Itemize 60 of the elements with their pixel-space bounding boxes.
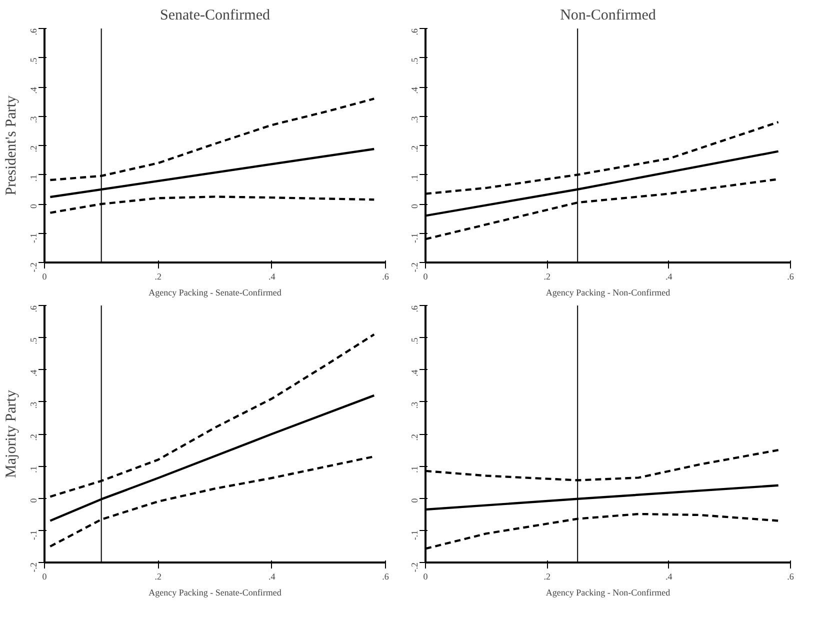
y-tick-label: .5 [410, 337, 420, 344]
y-tick-label: .6 [410, 28, 420, 36]
y-tick-label: .4 [410, 369, 420, 376]
y-tick-label: -.1 [28, 530, 38, 540]
x-tick-label: .2 [154, 272, 162, 282]
x-tick-label: .2 [544, 572, 551, 582]
x-tick-label: .6 [382, 572, 390, 582]
x-tick-label: 0 [423, 572, 428, 582]
x-axis-title: Agency Packing - Non-Confirmed [546, 588, 671, 598]
y-tick-label: .5 [28, 57, 38, 64]
x-tick-label: .4 [665, 572, 673, 582]
y-tick-label: -.1 [410, 233, 420, 243]
chart-title: Non-Confirmed [560, 8, 656, 24]
y-tick-label: .6 [28, 28, 38, 36]
y-tick-label: .6 [410, 305, 420, 312]
y-tick-label: .2 [410, 146, 420, 152]
y-tick-label: .4 [28, 86, 38, 94]
y-tick-label: .1 [28, 466, 38, 473]
y-tick-label: -.2 [410, 262, 420, 272]
x-tick-label: .6 [787, 272, 794, 282]
y-tick-label: -.1 [410, 530, 420, 540]
x-tick-label: 0 [42, 272, 48, 282]
y-tick-label: -.2 [28, 562, 38, 572]
y-tick-label: .3 [410, 116, 420, 123]
y-tick-label: .5 [410, 57, 420, 64]
x-tick-label: 0 [423, 272, 428, 282]
y-tick-label: .1 [410, 174, 420, 182]
x-tick-label: .4 [665, 272, 673, 282]
y-tick-label: .5 [28, 337, 38, 344]
y-tick-label: .6 [28, 305, 38, 312]
y-tick-label: 0 [410, 204, 420, 208]
y-tick-label: -.2 [410, 562, 420, 572]
y-tick-label: .4 [410, 86, 420, 94]
x-tick-label: 0 [42, 572, 48, 582]
x-axis-title: Agency Packing - Senate-Confirmed [148, 288, 282, 298]
y-tick-label: .2 [28, 146, 38, 152]
y-tick-label: .3 [410, 401, 420, 409]
y-tick-label: .3 [28, 401, 38, 409]
y-tick-label: .2 [410, 434, 420, 441]
y-axis-title: President's Party [4, 95, 20, 196]
x-axis-title: Agency Packing - Senate-Confirmed [148, 588, 282, 598]
x-tick-label: .6 [787, 572, 794, 582]
y-tick-label: 0 [28, 498, 38, 503]
x-tick-label: .4 [268, 272, 276, 282]
y-tick-label: 0 [410, 498, 420, 503]
y-tick-label: -.1 [28, 233, 38, 243]
x-axis-title: Agency Packing - Non-Confirmed [546, 288, 671, 298]
y-tick-label: .1 [28, 174, 38, 182]
y-axis-title: Majority Party [4, 390, 20, 478]
x-tick-label: .2 [154, 572, 162, 582]
y-tick-label: 0 [28, 204, 38, 208]
y-tick-label: .4 [28, 369, 38, 376]
x-tick-label: .4 [268, 572, 276, 582]
x-tick-label: .2 [544, 272, 551, 282]
y-tick-label: .3 [28, 116, 38, 123]
y-tick-label: .1 [410, 466, 420, 473]
y-tick-label: -.2 [28, 262, 38, 272]
chart-title: Senate-Confirmed [160, 8, 270, 24]
y-tick-label: .2 [28, 434, 38, 441]
x-tick-label: .6 [382, 272, 390, 282]
